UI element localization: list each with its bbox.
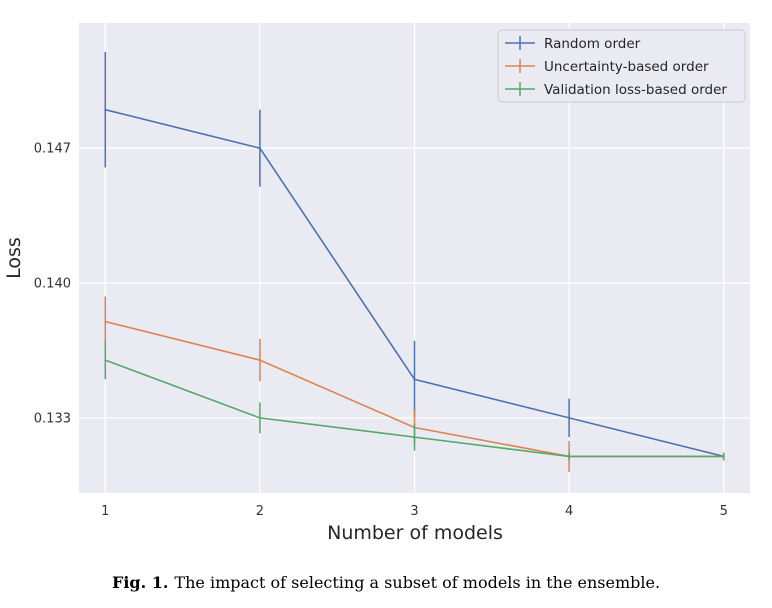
data-point xyxy=(104,108,107,111)
x-tick-label: 1 xyxy=(101,504,109,519)
x-tick-label: 5 xyxy=(720,504,728,519)
x-tick-labels: 1 2 3 4 5 xyxy=(101,504,728,519)
legend-item: Validation loss-based order xyxy=(505,82,727,98)
x-tick-label: 3 xyxy=(410,504,418,519)
legend-item: Uncertainty-based order xyxy=(505,59,709,75)
y-tick-labels: 0.133 0.140 0.147 xyxy=(34,142,71,427)
legend-label: Uncertainty-based order xyxy=(544,59,709,75)
data-point xyxy=(568,416,571,419)
y-tick-label: 0.147 xyxy=(34,142,71,157)
x-axis-label: Number of models xyxy=(327,522,503,544)
data-point xyxy=(722,455,725,458)
series-group xyxy=(104,51,725,472)
figure-caption: Fig. 1. The impact of selecting a subset … xyxy=(0,573,772,592)
data-point xyxy=(104,320,107,323)
data-point xyxy=(413,378,416,381)
figure-label: Fig. 1. xyxy=(111,573,169,592)
data-point xyxy=(258,147,261,150)
data-point xyxy=(413,436,416,439)
caption-text: The impact of selecting a subset of mode… xyxy=(174,573,661,592)
data-point xyxy=(104,359,107,361)
y-tick-label: 0.133 xyxy=(34,411,71,426)
x-tick-label: 4 xyxy=(565,504,573,519)
legend-item: Random order xyxy=(505,36,641,52)
legend-box xyxy=(497,29,746,103)
x-tick-label: 2 xyxy=(256,504,264,519)
data-point xyxy=(258,359,261,361)
legend: Random order Uncertainty-based order Valid… xyxy=(497,29,746,103)
line-chart: 1 2 3 4 5 0.133 0.140 0.147 Number of models L… xyxy=(3,23,750,544)
legend-label: Validation loss-based order xyxy=(544,82,727,98)
legend-label: Random order xyxy=(544,36,641,52)
data-point xyxy=(258,416,261,419)
y-tick-label: 0.140 xyxy=(34,277,71,292)
series-3 xyxy=(104,340,725,461)
data-point xyxy=(568,455,571,458)
y-axis-label: Loss xyxy=(3,237,25,279)
